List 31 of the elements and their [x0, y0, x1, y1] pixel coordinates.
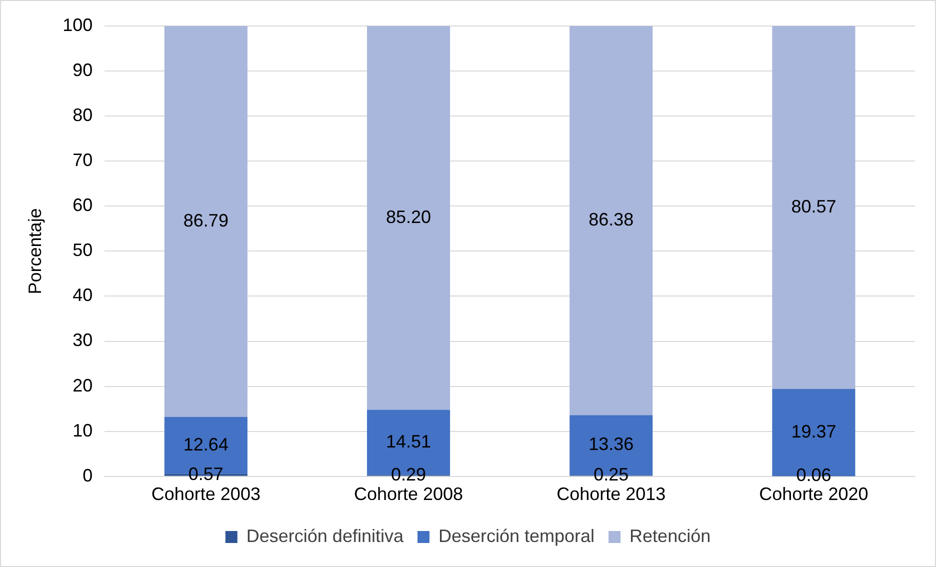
x-tick-label: Cohorte 2013: [556, 484, 666, 504]
y-tick-label: 10: [72, 420, 93, 440]
bar: [570, 26, 653, 416]
y-tick-label: 20: [72, 375, 93, 396]
data-label: 85.20: [386, 206, 432, 227]
data-label: 12.64: [183, 434, 228, 454]
bar: [366, 26, 450, 410]
data-label: 13.36: [588, 434, 634, 454]
data-label: 86.79: [183, 210, 228, 230]
data-label: 86.38: [588, 210, 634, 230]
y-tick-label: 60: [72, 195, 93, 216]
legend-label: Deserción temporal: [438, 526, 595, 546]
y-tick-label: 80: [72, 105, 93, 126]
x-tick-label: Cohorte 2003: [151, 484, 260, 504]
y-tick-label: 30: [72, 330, 93, 350]
y-tick-label: 50: [72, 240, 93, 260]
x-tick-label: Cohorte 2008: [354, 484, 464, 504]
x-tick-label: Cohorte 2020: [759, 484, 868, 504]
bar: [164, 26, 248, 417]
bar: [772, 26, 856, 389]
y-tick-label: 100: [62, 14, 93, 35]
legend-label: Retención: [630, 526, 711, 546]
data-label: 14.51: [386, 431, 432, 452]
y-tick-label: 0: [82, 465, 93, 486]
y-tick-label: 90: [72, 60, 93, 80]
legend-label: Deserción definitiva: [246, 526, 404, 546]
y-tick-label: 40: [72, 285, 93, 306]
y-axis-title: Porcentaje: [24, 208, 45, 294]
y-tick-label: 70: [72, 150, 93, 170]
data-label: 80.57: [791, 196, 836, 216]
data-label: 19.37: [791, 421, 836, 442]
